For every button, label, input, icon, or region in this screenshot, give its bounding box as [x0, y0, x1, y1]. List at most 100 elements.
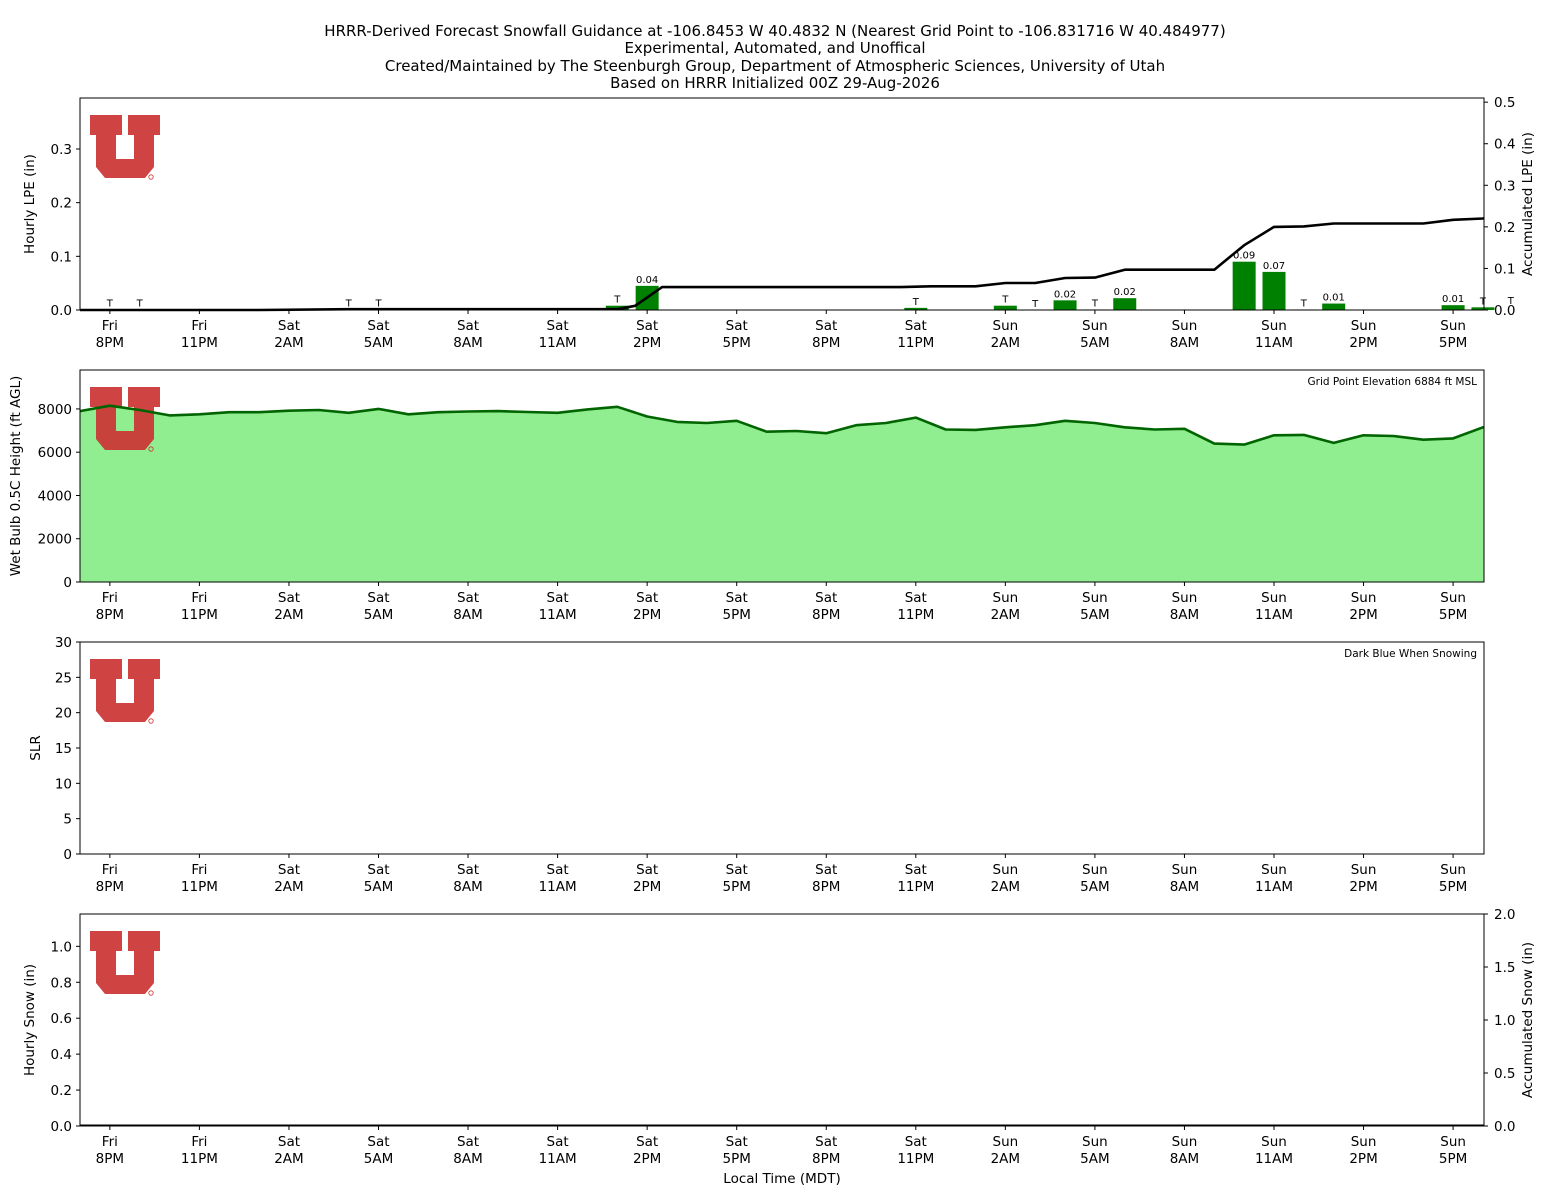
y-tick-label: 0.0 [51, 1119, 72, 1135]
x-tick-label-day: Sat [636, 318, 658, 334]
x-tick-label-day: Sun [1351, 590, 1377, 606]
y-tick-label: 30 [55, 635, 72, 651]
logo-registered-mark [148, 446, 154, 452]
wet-bulb-line [79, 404, 1485, 446]
x-tick-label-time: 2AM [991, 1151, 1020, 1167]
lpe-bar-label: 0.02 [1114, 287, 1136, 298]
x-tick-label-time: 8PM [812, 879, 840, 895]
y-tick-label: 4000 [38, 488, 72, 504]
title-line-3: Created/Maintained by The Steenburgh Gro… [385, 57, 1165, 75]
logo-registered-mark [148, 990, 154, 996]
x-tick-label-time: 2PM [1349, 607, 1377, 623]
x-tick-label-day: Sat [815, 590, 837, 606]
lpe-bar-label: T [1300, 298, 1308, 309]
x-tick-label-time: 11PM [181, 879, 218, 895]
y-axis-label: Wet Bulb 0.5C Height (ft AGL) [8, 376, 24, 577]
x-tick-label-day: Fri [102, 318, 118, 334]
lpe-bar-label: T [1507, 296, 1515, 307]
y2-axis-label: Accumulated Snow (in) [1520, 942, 1536, 1098]
x-tick-label-time: 5PM [723, 607, 751, 623]
lpe-bar [1113, 298, 1137, 310]
x-tick-label-time: 2AM [991, 335, 1020, 351]
title-line-1: HRRR-Derived Forecast Snowfall Guidance … [324, 22, 1225, 40]
x-tick-label-day: Sun [1261, 590, 1287, 606]
x-tick-label-time: 11PM [181, 1151, 218, 1167]
x-tick-label-time: 2PM [633, 1151, 661, 1167]
x-tick-label-time: 11AM [539, 879, 577, 895]
x-tick-label-day: Fri [191, 590, 207, 606]
y-tick-label: 0 [63, 575, 72, 591]
logo-u-shape [90, 931, 160, 994]
x-tick-label-time: 2PM [633, 879, 661, 895]
x-tick-label-time: 5PM [723, 335, 751, 351]
lpe-bar [1322, 303, 1346, 310]
x-tick-label-time: 8PM [812, 607, 840, 623]
x-tick-label-time: 11AM [539, 607, 577, 623]
lpe-bar-label: 0.04 [636, 275, 658, 286]
snowing-color-note: Dark Blue When Snowing [1344, 648, 1477, 660]
x-tick-label-time: 2AM [274, 607, 303, 623]
x-tick-label-time: 5AM [1080, 1151, 1109, 1167]
lpe-bar-label: T [106, 298, 114, 309]
x-tick-label-day: Sat [278, 318, 300, 334]
y-tick-label: 0.2 [51, 1083, 72, 1099]
x-tick-label-time: 11AM [1255, 1151, 1293, 1167]
x-tick-label-day: Sat [905, 1134, 927, 1150]
x-tick-label-day: Sat [367, 862, 389, 878]
x-tick-label-day: Sun [1172, 862, 1198, 878]
lpe-bar-label: 0.01 [1442, 294, 1464, 305]
x-tick-label-time: 5PM [1439, 335, 1467, 351]
x-tick-label-day: Sun [1082, 1134, 1108, 1150]
x-tick-label-day: Sun [993, 318, 1019, 334]
lpe-bar-label: T [613, 295, 621, 306]
x-tick-label-time: 8AM [1170, 335, 1199, 351]
plot-frame [79, 641, 1485, 855]
x-tick-label-day: Sat [367, 318, 389, 334]
x-tick-label-day: Sat [636, 590, 658, 606]
x-tick-label-day: Sat [905, 318, 927, 334]
y-axis-label: Hourly Snow (in) [22, 964, 38, 1076]
x-tick-label-time: 5PM [723, 879, 751, 895]
x-tick-label-day: Sun [1261, 1134, 1287, 1150]
y2-tick-label: 1.5 [1494, 960, 1515, 976]
x-tick-label-day: Fri [102, 862, 118, 878]
x-axis-label: Local Time (MDT) [723, 1171, 840, 1187]
plot-frame [79, 369, 1485, 583]
x-tick-label-day: Sun [1172, 590, 1198, 606]
x-tick-label-day: Sat [726, 318, 748, 334]
x-tick-label-time: 8AM [453, 607, 482, 623]
lpe-bar-label: 0.09 [1233, 251, 1255, 262]
x-tick-label-day: Sat [547, 1134, 569, 1150]
x-tick-label-day: Sun [1440, 318, 1466, 334]
x-tick-label-time: 11AM [1255, 335, 1293, 351]
y2-tick-label: 0.4 [1494, 137, 1515, 153]
logo-registered-mark [148, 718, 154, 724]
x-tick-label-time: 8PM [812, 1151, 840, 1167]
x-tick-label-day: Sun [1440, 590, 1466, 606]
x-tick-label-day: Sun [1261, 862, 1287, 878]
y2-tick-label: 0.2 [1494, 220, 1515, 236]
x-tick-label-time: 2AM [274, 879, 303, 895]
x-tick-label-time: 5PM [1439, 1151, 1467, 1167]
x-tick-label-time: 5PM [1439, 879, 1467, 895]
y-tick-label: 25 [55, 670, 72, 686]
x-tick-label-day: Sat [815, 1134, 837, 1150]
x-tick-label-time: 8AM [1170, 607, 1199, 623]
y-tick-label: 15 [55, 741, 72, 757]
x-tick-label-time: 11PM [897, 1151, 934, 1167]
x-tick-label-day: Sun [1351, 862, 1377, 878]
y2-axis-label: Accumulated LPE (in) [1520, 132, 1536, 276]
x-tick-label-time: 2AM [274, 335, 303, 351]
x-tick-label-time: 8PM [96, 879, 124, 895]
y-axis-label: SLR [28, 735, 44, 760]
x-tick-label-time: 8PM [96, 1151, 124, 1167]
x-tick-label-day: Sat [457, 1134, 479, 1150]
x-tick-label-time: 2AM [991, 879, 1020, 895]
x-tick-label-time: 5AM [364, 879, 393, 895]
x-tick-label-day: Sat [278, 862, 300, 878]
x-tick-label-day: Sat [367, 1134, 389, 1150]
y-tick-label: 0 [63, 847, 72, 863]
y-tick-label: 0.1 [51, 249, 72, 265]
y2-tick-label: 0.0 [1494, 303, 1515, 319]
